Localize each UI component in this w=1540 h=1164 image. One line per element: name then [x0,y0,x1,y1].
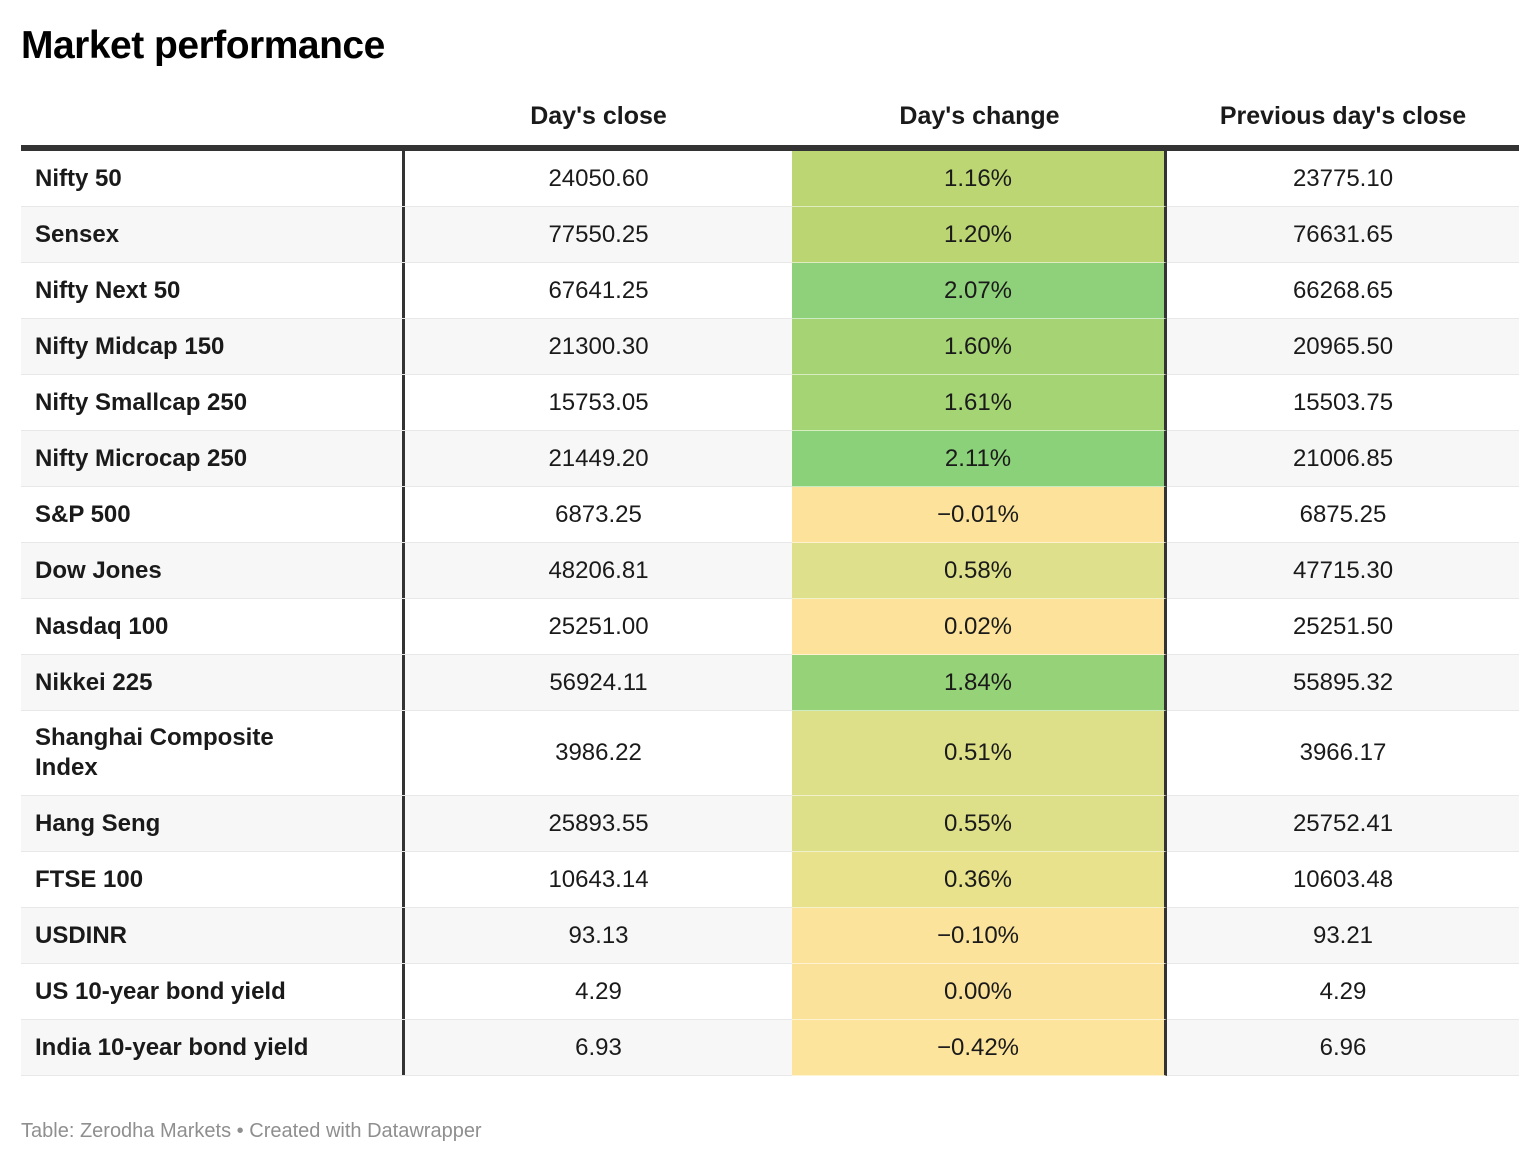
days-close-cell: 25893.55 [548,809,649,837]
previous-close-cell: 25752.41 [1292,809,1394,837]
table-row: Nifty 50 24050.60 1.16% 23775.10 [21,151,1519,207]
days-change-cell: 0.51% [792,711,1167,796]
header-days-change: Day's change [899,102,1060,130]
table-row: India 10-year bond yield 6.93 −0.42% 6.96 [21,1020,1519,1076]
days-close-cell: 25251.00 [548,612,649,640]
table-row: Nifty Microcap 250 21449.20 2.11% 21006.85 [21,431,1519,487]
previous-close-cell: 3966.17 [1299,739,1387,766]
days-change-cell: 0.36% [792,852,1167,908]
previous-close-cell: 66268.65 [1292,276,1394,304]
days-change-cell: 1.16% [792,151,1167,207]
previous-close-cell: 93.21 [1312,921,1374,949]
row-label: US 10-year bond yield [21,964,405,1019]
row-label: Shanghai Composite Index [21,711,405,795]
table-row: US 10-year bond yield 4.29 0.00% 4.29 [21,964,1519,1020]
table-row: Nasdaq 100 25251.00 0.02% 25251.50 [21,599,1519,655]
table-row: Nifty Midcap 150 21300.30 1.60% 20965.50 [21,319,1519,375]
row-label: S&P 500 [21,487,405,542]
days-change-cell: 2.07% [792,263,1167,319]
footer-prefix: Table: [21,1120,75,1142]
days-change-cell: −0.01% [792,487,1167,543]
table-row: Nifty Smallcap 250 15753.05 1.61% 15503.75 [21,375,1519,431]
days-close-cell: 3986.22 [555,739,642,766]
days-change-cell: 2.11% [792,431,1167,487]
table-row: Shanghai Composite Index 3986.22 0.51% 3966… [21,711,1519,796]
previous-close-cell: 21006.85 [1292,444,1394,472]
row-label: Nifty Smallcap 250 [21,375,405,430]
footer-separator: • [236,1120,244,1142]
days-close-cell: 48206.81 [548,556,649,584]
days-close-cell: 24050.60 [548,164,649,192]
table-row: Nikkei 225 56924.11 1.84% 55895.32 [21,655,1519,711]
row-label: Nifty Microcap 250 [21,431,405,486]
days-change-cell: 1.20% [792,207,1167,263]
row-label: Sensex [21,207,405,262]
row-label: Nifty Midcap 150 [21,319,405,374]
days-close-cell: 77550.25 [548,220,649,248]
header-days-close: Day's close [530,102,667,130]
table-body: Nifty 50 24050.60 1.16% 23775.10 Sensex 77550… [21,151,1519,1076]
header-previous-close: Previous day's close [1219,102,1467,130]
days-change-cell: 0.02% [792,599,1167,655]
row-label: Nifty 50 [21,151,405,206]
row-label: India 10-year bond yield [21,1020,405,1075]
days-change-cell: 0.00% [792,964,1167,1020]
table-row: S&P 500 6873.25 −0.01% 6875.25 [21,487,1519,543]
days-close-cell: 15753.05 [548,388,649,416]
previous-close-cell: 25251.50 [1292,612,1394,640]
table-row: USDINR 93.13 −0.10% 93.21 [21,908,1519,964]
days-change-cell: 1.84% [792,655,1167,711]
footer-created-label: Created with [249,1120,362,1142]
days-close-cell: 21449.20 [548,444,649,472]
days-change-cell: −0.10% [792,908,1167,964]
days-close-cell: 10643.14 [548,865,649,893]
table-row: Hang Seng 25893.55 0.55% 25752.41 [21,796,1519,852]
previous-close-cell: 20965.50 [1292,332,1394,360]
row-label: FTSE 100 [21,852,405,907]
table-row: Nifty Next 50 67641.25 2.07% 66268.65 [21,263,1519,319]
previous-close-cell: 15503.75 [1292,388,1394,416]
table-footer: Table: Zerodha Markets • Created with Da… [21,1120,1519,1143]
days-change-cell: −0.42% [792,1020,1167,1076]
days-close-cell: 56924.11 [549,668,648,696]
days-close-cell: 67641.25 [548,276,649,304]
days-close-cell: 4.29 [575,977,622,1005]
row-label: Hang Seng [21,796,405,851]
row-label: Dow Jones [21,543,405,598]
table-row: Dow Jones 48206.81 0.58% 47715.30 [21,543,1519,599]
row-label: Nikkei 225 [21,655,405,710]
page-title: Market performance [21,24,385,67]
days-change-cell: 0.55% [792,796,1167,852]
table-header-row: Day's close Day's change Previous day's … [21,68,1519,151]
days-close-cell: 21300.30 [548,332,649,360]
footer-datawrapper-link[interactable]: Datawrapper [367,1120,482,1142]
days-change-cell: 1.60% [792,319,1167,375]
previous-close-cell: 10603.48 [1292,865,1394,893]
row-label: USDINR [21,908,405,963]
previous-close-cell: 76631.65 [1292,220,1394,248]
row-label: Nifty Next 50 [21,263,405,318]
table-row: Sensex 77550.25 1.20% 76631.65 [21,207,1519,263]
previous-close-cell: 6.96 [1319,1033,1367,1061]
previous-close-cell: 6875.25 [1299,500,1387,528]
days-change-cell: 0.58% [792,543,1167,599]
days-change-cell: 1.61% [792,375,1167,431]
market-table: Day's close Day's change Previous day's … [21,68,1519,1076]
footer-source-link[interactable]: Zerodha Markets [79,1120,232,1142]
table-row: FTSE 100 10643.14 0.36% 10603.48 [21,852,1519,908]
previous-close-cell: 47715.30 [1292,556,1394,584]
previous-close-cell: 55895.32 [1292,668,1394,696]
days-close-cell: 93.13 [568,921,629,949]
row-label: Nasdaq 100 [21,599,405,654]
previous-close-cell: 4.29 [1319,977,1367,1005]
days-close-cell: 6873.25 [555,500,642,528]
previous-close-cell: 23775.10 [1292,164,1394,192]
days-close-cell: 6.93 [575,1033,622,1061]
